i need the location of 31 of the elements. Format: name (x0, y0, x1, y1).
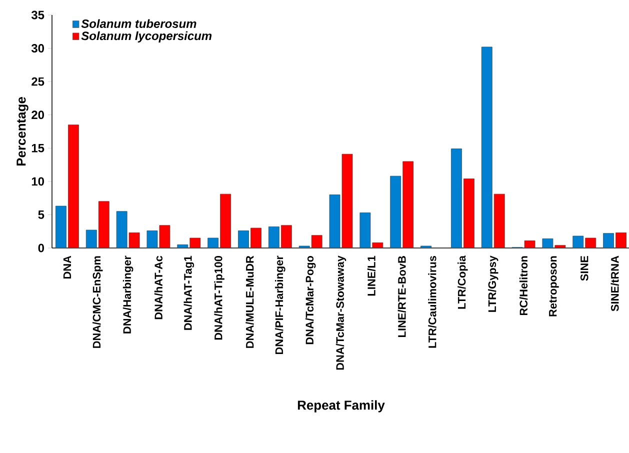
legend-label: Solanum lycopersicum (81, 31, 212, 42)
x-tick-label: DNA/MULE-MuDR (246, 256, 254, 348)
x-tick-label: DNA/hAT-Tip100 (214, 256, 224, 340)
x-tick-label: DNA/hAT-Tag1 (184, 256, 194, 330)
y-tick-label: 30 (31, 44, 44, 53)
x-tick-label: DNA (63, 256, 71, 279)
x-tick-label: DNA/Harbinger (122, 256, 134, 334)
x-axis-title: Repeat Family (298, 400, 385, 412)
x-tick-label: DNA/CMC-EnSpm (92, 256, 103, 348)
x-tick-label: DNA/hAT-Ac (154, 256, 163, 320)
y-tick-label: 15 (32, 144, 44, 152)
x-tick-label: RC/Helitron (519, 256, 528, 316)
x-tick-label: LINE/L1 (367, 256, 376, 296)
y-tick-label: 0 (38, 244, 44, 252)
x-tick-label: DNA/PIF-Harbinger (275, 256, 286, 354)
x-tick-label: DNA/TcMar-Stowaway (336, 256, 346, 370)
y-tick-label: 25 (32, 77, 44, 86)
x-tick-label: SINE (580, 256, 588, 281)
legend-label: Solanum tuberosum (81, 19, 196, 28)
x-tick-label: LTR/Copia (458, 255, 468, 309)
y-tick-label: 20 (32, 110, 44, 120)
x-tick-label: LINE/RTE-BovB (398, 256, 406, 337)
x-tick-label: Retroposon (549, 256, 559, 316)
y-tick-label: 5 (38, 210, 44, 219)
x-tick-label: DNA/TcMar-Pogo (305, 256, 316, 344)
y-axis-title: Percentage (16, 97, 28, 166)
x-tick-label: SINE/tRNA (610, 256, 619, 312)
x-tick-label: LTR/Caulimovirus (428, 256, 436, 348)
y-tick-label: 10 (32, 177, 44, 186)
x-tick-label: LTR/Gypsy (488, 256, 498, 312)
y-tick-label: 35 (31, 10, 44, 20)
